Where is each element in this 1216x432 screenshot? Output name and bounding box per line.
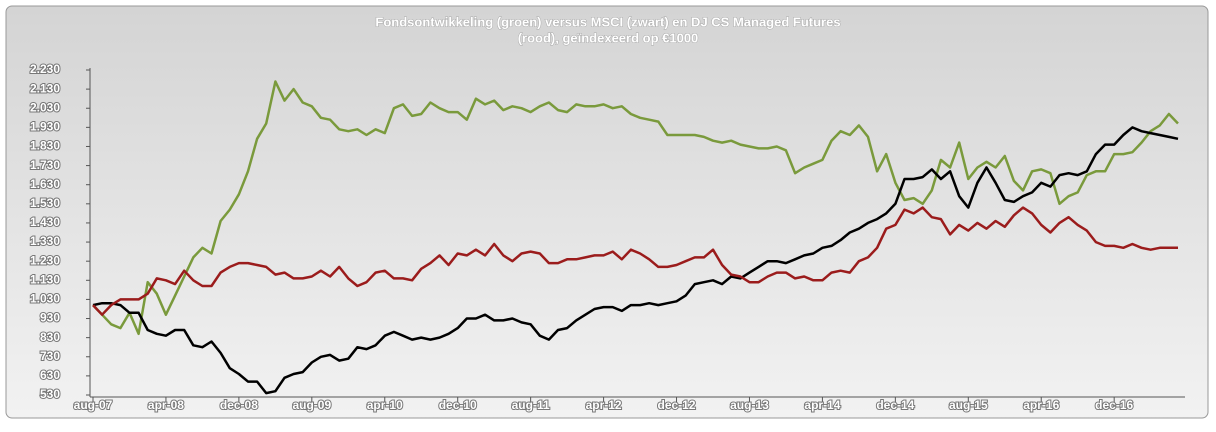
- series-line: [92, 126, 1179, 395]
- chart-title: (rood), geïndexeerd op €1000: [518, 30, 699, 45]
- x-tick-label: aug-13: [730, 398, 769, 412]
- chart-title: Fondsontwikkeling (groen) versus MSCI (z…: [375, 14, 840, 29]
- x-tick-label: apr-12: [586, 398, 622, 412]
- y-tick-label: 630: [40, 368, 60, 382]
- y-tick-label: 1.530: [30, 196, 60, 210]
- y-tick-label: 530: [40, 387, 60, 401]
- series-line: [92, 206, 1178, 316]
- y-tick-label: 830: [40, 330, 60, 344]
- y-tick-label: 2.230: [30, 62, 60, 76]
- x-tick-label: aug-15: [949, 398, 988, 412]
- y-tick-label: 2.030: [30, 100, 60, 114]
- x-tick-label: dec-12: [658, 398, 696, 412]
- y-tick-label: 930: [40, 311, 60, 325]
- y-tick-label: 730: [40, 349, 60, 363]
- y-tick-label: 1.130: [30, 272, 60, 286]
- x-tick-label: dec-10: [439, 398, 477, 412]
- x-tick-label: apr-14: [804, 398, 840, 412]
- x-tick-label: aug-09: [292, 398, 331, 412]
- x-tick-label: dec-16: [1095, 398, 1133, 412]
- x-tick-label: apr-08: [148, 398, 184, 412]
- x-tick-label: aug-07: [74, 398, 113, 412]
- y-tick-label: 2.130: [30, 81, 60, 95]
- x-tick-label: apr-10: [367, 398, 403, 412]
- y-tick-label: 1.230: [30, 253, 60, 267]
- y-tick-label: 1.630: [30, 177, 60, 191]
- x-tick-label: apr-16: [1023, 398, 1059, 412]
- y-tick-label: 1.330: [30, 234, 60, 248]
- x-tick-label: dec-08: [220, 398, 258, 412]
- series-line: [92, 80, 1179, 336]
- y-tick-label: 1.030: [30, 292, 60, 306]
- panel: [5, 5, 1209, 419]
- y-tick-label: 1.930: [30, 120, 60, 134]
- x-tick-label: aug-11: [512, 398, 550, 412]
- y-tick-label: 1.730: [30, 158, 60, 172]
- x-tick-label: dec-14: [876, 398, 914, 412]
- y-tick-label: 1.430: [30, 215, 60, 229]
- y-tick-label: 1.830: [30, 139, 60, 153]
